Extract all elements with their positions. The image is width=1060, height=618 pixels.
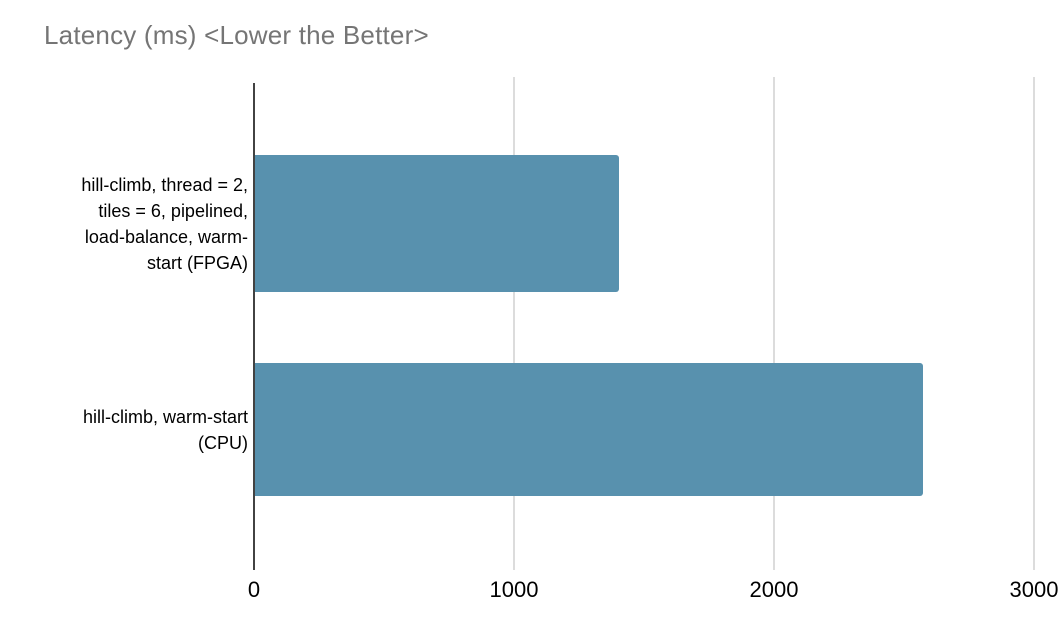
x-tick-label: 1000 (489, 577, 539, 602)
chart-title: Latency (ms) <Lower the Better> (44, 20, 429, 50)
x-tick-label: 3000 (1009, 577, 1059, 602)
gridline (513, 77, 515, 570)
y-axis-line (253, 83, 255, 570)
bar (255, 155, 619, 292)
x-tick-label: 2000 (749, 577, 799, 602)
bar (255, 363, 924, 496)
category-label: hill-climb, warm-start (CPU) (82, 406, 248, 453)
plot-area (253, 77, 1060, 570)
gridline (773, 77, 775, 570)
gridline (1033, 77, 1035, 570)
x-tick-label: 0 (247, 577, 261, 602)
category-label: hill-climb, thread = 2, tiles = 6, pipel… (81, 174, 248, 273)
